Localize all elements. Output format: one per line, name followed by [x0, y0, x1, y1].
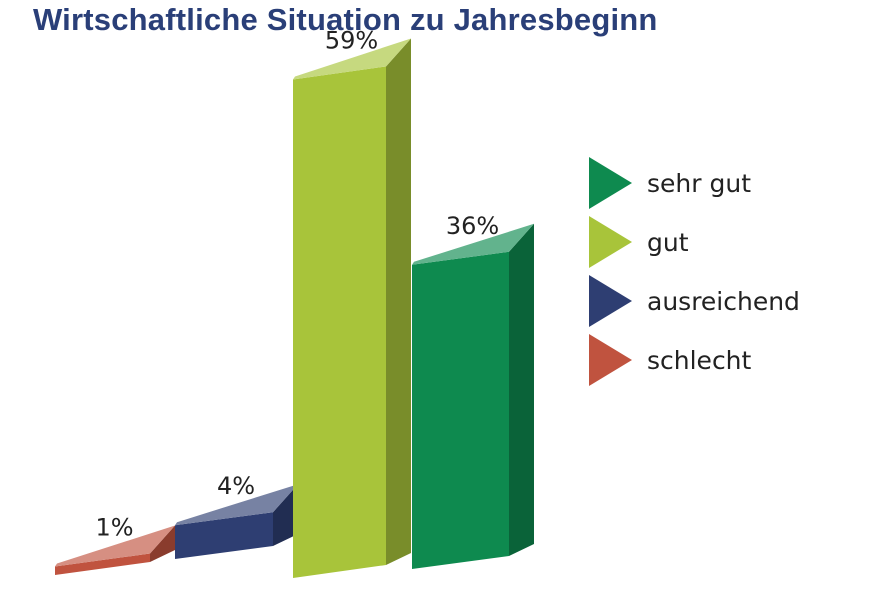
bar-schlecht: [55, 525, 175, 575]
bar-side-sehr-gut: [509, 223, 534, 557]
bar-top-sehr-gut: [412, 223, 534, 265]
bar-gut: [293, 38, 411, 578]
bar-front-gut: [293, 66, 386, 578]
bar-top-schlecht: [55, 525, 175, 567]
legend: sehr gut gut ausreichend schlecht: [589, 157, 800, 386]
legend-marker-sehr-gut: [589, 157, 632, 209]
legend-marker-ausreichend: [589, 275, 632, 327]
legend-label-schlecht: schlecht: [647, 346, 752, 375]
data-label-schlecht: 1%: [95, 514, 133, 542]
bar-front-ausreichend: [175, 512, 273, 559]
legend-marker-schlecht: [589, 334, 632, 386]
legend-item-gut: gut: [589, 216, 689, 268]
bar-side-ausreichend: [273, 484, 298, 546]
legend-item-sehr-gut: sehr gut: [589, 157, 751, 209]
bar-front-sehr-gut: [412, 251, 509, 570]
bar-top-gut: [293, 38, 411, 80]
bar-side-gut: [386, 38, 411, 565]
legend-item-ausreichend: ausreichend: [589, 275, 800, 327]
data-label-gut: 59%: [325, 26, 378, 54]
legend-label-ausreichend: ausreichend: [647, 287, 800, 316]
bar-ausreichend: [175, 484, 298, 559]
data-label-ausreichend: 4%: [217, 472, 255, 500]
chart-title: Wirtschaftliche Situation zu Jahresbegin…: [33, 2, 658, 37]
bar-side-schlecht: [150, 525, 175, 562]
data-labels-group: 1% 4% 59% 36%: [95, 26, 499, 541]
legend-item-schlecht: schlecht: [589, 334, 752, 386]
data-label-sehr-gut: 36%: [446, 212, 499, 240]
bars-group: [55, 38, 534, 578]
legend-marker-gut: [589, 216, 632, 268]
bar-top-ausreichend: [175, 484, 298, 526]
bar-front-schlecht: [55, 553, 150, 575]
bar-sehr-gut: [412, 223, 534, 570]
legend-label-gut: gut: [647, 228, 689, 257]
legend-label-sehr-gut: sehr gut: [647, 169, 751, 198]
